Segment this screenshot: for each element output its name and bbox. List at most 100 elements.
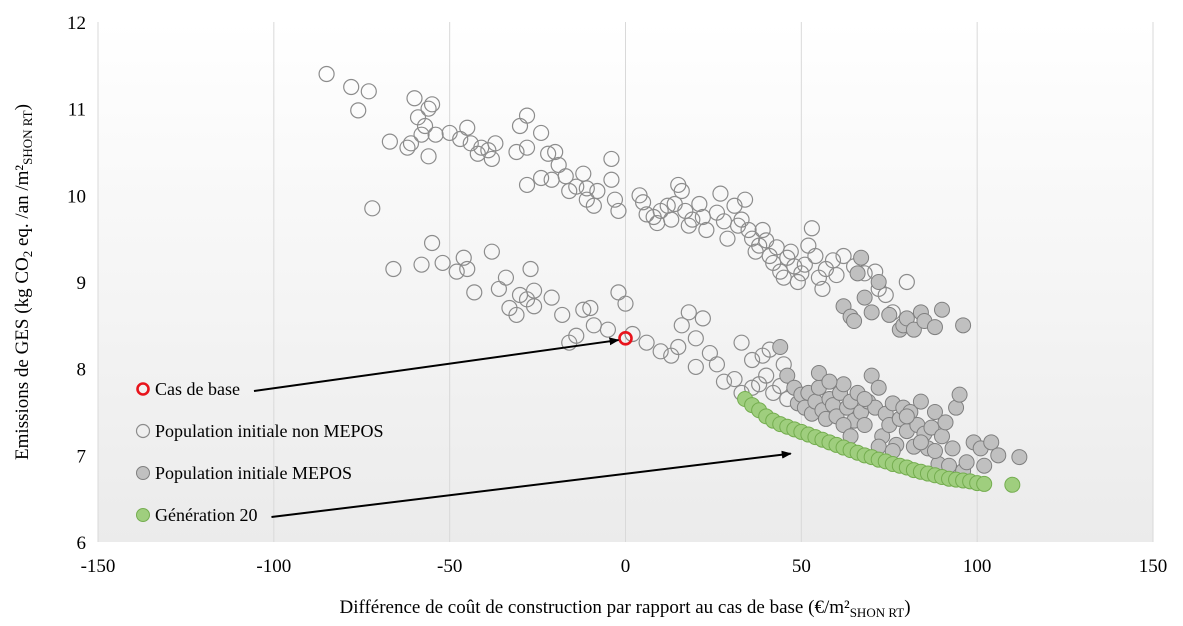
legend-marker	[136, 508, 150, 522]
point-population-initiale-mepos	[810, 365, 827, 381]
point-population-initiale-mepos	[849, 265, 866, 282]
point-population-initiale-mepos	[870, 379, 887, 396]
point-population-initiale-mepos	[983, 434, 1000, 451]
y-axis-label-part1: Emissions de GES (kg CO	[12, 257, 33, 460]
y-axis-label-part2: eq. /an /m²	[12, 165, 33, 251]
point-population-initiale-non-mepos	[599, 321, 617, 338]
legend-label: Génération 20	[155, 505, 257, 525]
point-population-initiale-non-mepos	[803, 220, 820, 237]
point-population-initiale-non-mepos	[652, 343, 669, 360]
series-population-initiale-mepos	[772, 249, 1028, 479]
point-population-initiale-mepos	[772, 339, 789, 355]
point-population-initiale-non-mepos	[694, 310, 711, 327]
point-cas-de-base	[618, 331, 633, 346]
x-axis-label-main: Différence de coût de construction par r…	[339, 597, 850, 618]
point-population-initiale-mepos	[976, 457, 993, 474]
point-population-initiale-non-mepos	[719, 230, 736, 247]
point-population-initiale-non-mepos	[793, 265, 810, 282]
point-population-initiale-non-mepos	[835, 247, 852, 265]
point-population-initiale-non-mepos	[364, 200, 381, 217]
point-population-initiale-non-mepos	[691, 195, 708, 213]
legend-label: Cas de base	[155, 379, 240, 399]
point-population-initiale-non-mepos	[828, 266, 845, 284]
point-population-initiale-non-mepos	[603, 150, 620, 168]
legend-item-population-initiale-mepos: Population initiale MEPOS	[136, 463, 352, 483]
legend: Cas de base Population initiale non MEPOS…	[135, 379, 384, 525]
point-population-initiale-non-mepos	[423, 96, 441, 113]
point-population-initiale-non-mepos	[575, 301, 592, 318]
point-population-initiale-non-mepos	[624, 325, 641, 343]
point-population-initiale-non-mepos	[413, 126, 430, 143]
point-population-initiale-non-mepos	[483, 150, 500, 168]
y-tick-label: 7	[77, 446, 87, 467]
x-tick-label: -150	[81, 556, 116, 577]
point-population-initiale-mepos	[881, 306, 898, 323]
x-axis-label-close: )	[904, 597, 910, 618]
point-population-initiale-non-mepos	[680, 304, 697, 321]
point-population-initiale-mepos	[856, 417, 873, 433]
point-population-initiale-non-mepos	[736, 191, 754, 208]
point-population-initiale-mepos	[856, 289, 873, 306]
point-population-initiale-non-mepos	[490, 280, 507, 298]
x-tick-label: 0	[621, 556, 631, 577]
point-population-initiale-non-mepos	[606, 191, 624, 208]
point-population-initiale-non-mepos	[789, 273, 806, 291]
point-population-initiale-non-mepos	[540, 145, 557, 162]
point-population-initiale-mepos	[944, 440, 961, 457]
point-population-initiale-non-mepos	[459, 119, 476, 136]
point-population-initiale-non-mepos	[568, 327, 585, 344]
legend-item-cas-de-base: Cas de base	[136, 379, 240, 399]
point-population-initiale-non-mepos	[663, 211, 680, 228]
point-population-initiale-non-mepos	[638, 334, 655, 351]
point-population-initiale-non-mepos	[434, 254, 451, 272]
point-population-initiale-non-mepos	[416, 117, 434, 135]
point-population-initiale-mepos	[846, 313, 863, 329]
point-population-initiale-non-mepos	[483, 243, 500, 260]
annotation-arrows	[253, 337, 792, 518]
x-tick-label: 50	[792, 556, 811, 577]
point-population-initiale-mepos	[926, 319, 943, 336]
point-population-initiale-mepos	[937, 414, 954, 431]
y-tick-labels: 6 7 8 9 10 11 12	[67, 13, 86, 554]
series-generation-20	[737, 391, 1021, 493]
series-cas-de-base	[618, 331, 633, 346]
point-population-initiale-non-mepos	[455, 249, 472, 266]
point-population-initiale-non-mepos	[318, 65, 335, 83]
legend-marker	[135, 423, 151, 439]
point-population-initiale-non-mepos	[712, 185, 729, 202]
point-population-initiale-mepos	[870, 274, 887, 290]
point-population-initiale-non-mepos	[441, 124, 458, 142]
point-population-initiale-non-mepos	[733, 334, 750, 351]
point-population-initiale-non-mepos	[518, 139, 536, 156]
point-population-initiale-mepos	[853, 249, 870, 266]
point-population-initiale-non-mepos	[525, 298, 543, 315]
point-population-initiale-non-mepos	[582, 299, 599, 317]
point-population-initiale-non-mepos	[518, 176, 536, 194]
y-tick-label: 6	[77, 533, 87, 554]
point-population-initiale-non-mepos	[726, 370, 743, 388]
point-population-initiale-non-mepos	[385, 260, 402, 278]
point-population-initiale-non-mepos	[670, 338, 687, 356]
point-population-initiale-non-mepos	[399, 139, 416, 156]
point-population-initiale-non-mepos	[807, 247, 824, 265]
point-population-initiale-mepos	[934, 428, 950, 445]
y-tick-label: 12	[67, 13, 86, 34]
point-population-initiale-non-mepos	[603, 171, 620, 188]
legend-item-population-initiale-non-mepos: Population initiale non MEPOS	[135, 421, 384, 441]
point-population-initiale-non-mepos	[522, 260, 539, 278]
point-population-initiale-mepos	[912, 393, 929, 410]
x-axis-label: Différence de coût de construction par r…	[339, 597, 910, 620]
point-population-initiale-non-mepos	[427, 126, 444, 143]
point-population-initiale-mepos	[951, 386, 968, 403]
annotation-arrow	[271, 450, 792, 518]
point-population-initiale-mepos	[912, 434, 929, 451]
point-population-initiale-non-mepos	[413, 256, 430, 273]
point-population-initiale-mepos	[905, 321, 922, 338]
point-population-initiale-non-mepos	[459, 260, 476, 278]
point-population-initiale-non-mepos	[687, 358, 704, 376]
point-population-initiale-non-mepos	[578, 180, 595, 197]
point-population-initiale-non-mepos	[420, 148, 437, 165]
point-population-initiale-non-mepos	[898, 273, 915, 291]
data-points	[318, 65, 1028, 493]
